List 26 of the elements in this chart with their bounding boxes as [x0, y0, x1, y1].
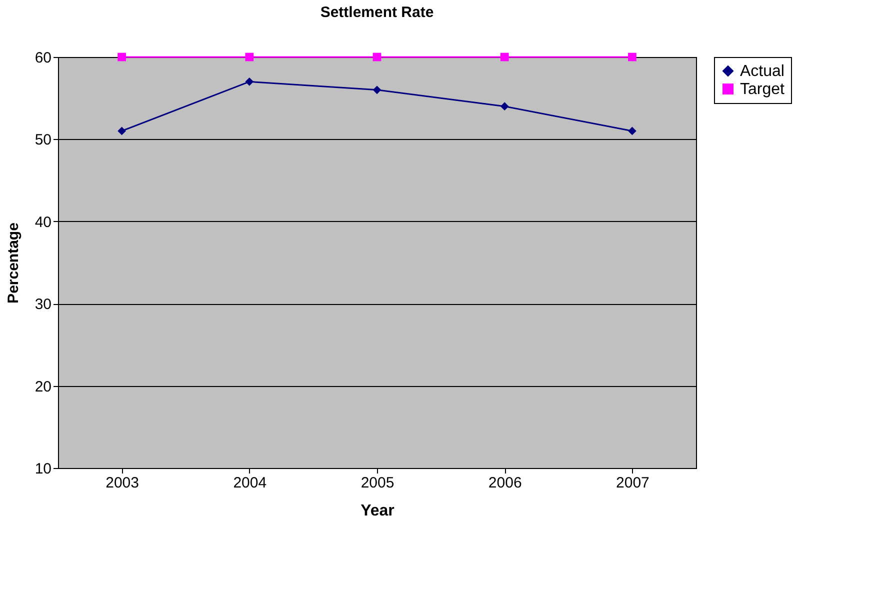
point — [628, 126, 636, 136]
x-tick-label: 2006 — [488, 474, 522, 492]
point — [245, 77, 254, 86]
y-tick-label: 40 — [34, 214, 52, 231]
x-tick-label: 2003 — [106, 474, 139, 492]
x-tick-label: 2007 — [616, 474, 650, 492]
point — [500, 102, 509, 111]
chart-title: Settlement Rate — [320, 4, 434, 21]
point — [245, 52, 254, 62]
y-tick-label: 20 — [34, 378, 52, 396]
legend-label: Target — [740, 81, 786, 98]
point — [500, 52, 509, 62]
y-axis-title: Percentage — [4, 222, 22, 304]
point — [372, 52, 382, 62]
x-tick-label: 2004 — [233, 474, 267, 492]
point — [372, 86, 382, 94]
x-axis-title: Year — [360, 502, 394, 520]
y-tick-label: 60 — [34, 50, 52, 66]
point — [118, 126, 126, 136]
y-tick-label: 30 — [34, 296, 52, 314]
legend-label: Actual — [740, 63, 784, 80]
point — [628, 52, 636, 62]
x-tick-label: 2005 — [360, 474, 394, 492]
y-tick-label: 50 — [34, 132, 52, 149]
point — [118, 52, 126, 62]
y-tick-label: 10 — [34, 460, 52, 478]
